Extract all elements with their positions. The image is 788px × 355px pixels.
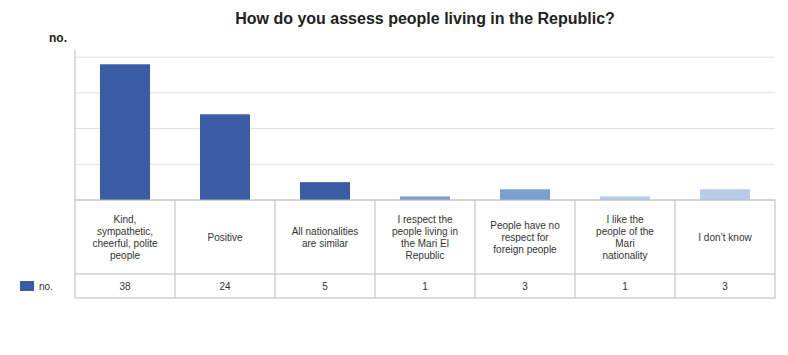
category-label-line: foreign people <box>493 244 557 255</box>
table-column-divider <box>575 200 576 298</box>
bar <box>300 182 350 200</box>
category-label-line: people <box>110 250 140 261</box>
category-label: Kind,sympathetic,cheerful, politepeople <box>92 214 157 261</box>
category-label-line: people of the <box>596 226 654 237</box>
category-label: I respect thepeople living inthe Mari El… <box>392 214 458 261</box>
category-label-line: Mari <box>615 238 634 249</box>
bar <box>600 196 650 200</box>
y-axis-line <box>75 50 76 200</box>
grid-line <box>75 92 775 93</box>
category-label-line: sympathetic, <box>97 226 153 237</box>
bar <box>400 196 450 200</box>
category-label-line: People have no <box>490 220 560 231</box>
category-label-line: the Mari El <box>401 238 449 249</box>
bar <box>100 64 150 200</box>
data-label: 1 <box>622 281 628 292</box>
category-label: All nationalitiesare similar <box>292 226 359 249</box>
category-label-line: Kind, <box>114 214 137 225</box>
category-label: People have norespect forforeign people <box>490 220 560 255</box>
data-label: 3 <box>722 281 728 292</box>
table-column-divider <box>175 200 176 298</box>
table-column-divider <box>475 200 476 298</box>
category-label-line: I like the <box>606 214 644 225</box>
bar <box>700 189 750 200</box>
data-label: 38 <box>119 281 131 292</box>
category-label-line: All nationalities <box>292 226 359 237</box>
grid-line <box>75 164 775 165</box>
title: How do you assess people living in the R… <box>235 10 615 27</box>
data-label: 1 <box>422 281 428 292</box>
table-border <box>75 200 775 298</box>
bar <box>200 114 250 200</box>
data-label: 5 <box>322 281 328 292</box>
category-label-line: Republic <box>406 250 445 261</box>
category-label-line: nationality <box>602 250 647 261</box>
bars <box>100 64 750 200</box>
category-label-line: people living in <box>392 226 458 237</box>
data-label: 24 <box>219 281 231 292</box>
y-axis-label: no. <box>49 31 67 45</box>
table-column-divider <box>675 200 676 298</box>
category-label-line: I respect the <box>397 214 452 225</box>
data-label: 3 <box>522 281 528 292</box>
category-label: I don’t know <box>698 232 752 243</box>
category-label: Positive <box>207 232 242 243</box>
category-label-line: cheerful, polite <box>92 238 157 249</box>
grid-line <box>75 128 775 129</box>
background <box>0 0 788 355</box>
table-column-divider <box>375 200 376 298</box>
legend-swatch <box>20 281 34 291</box>
category-label-line: respect for <box>501 232 549 243</box>
grid-line <box>75 57 775 58</box>
category-label: I like thepeople of theMarinationality <box>596 214 654 261</box>
category-label-line: Positive <box>207 232 242 243</box>
category-label-line: I don’t know <box>698 232 752 243</box>
legend-label: no. <box>39 281 53 292</box>
bar <box>500 189 550 200</box>
table-row-divider <box>75 274 775 275</box>
table-column-divider <box>275 200 276 298</box>
category-label-line: are similar <box>302 238 349 249</box>
